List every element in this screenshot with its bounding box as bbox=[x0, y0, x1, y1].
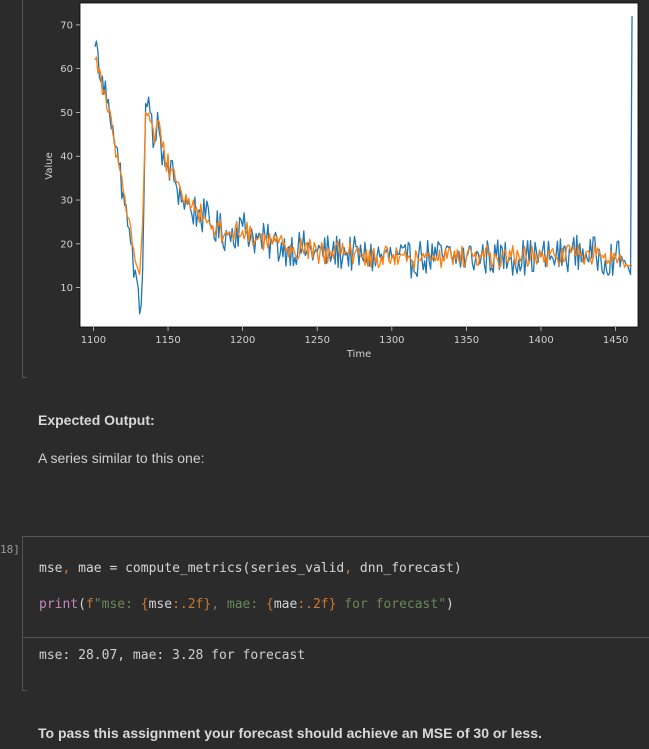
code-token: { bbox=[140, 597, 149, 612]
code-token: ( bbox=[78, 597, 86, 612]
y-tick-label: 50 bbox=[60, 108, 73, 119]
code-line-1: mse, mae = compute_metrics(series_valid,… bbox=[39, 561, 462, 576]
x-tick-label: 1100 bbox=[81, 335, 106, 346]
expected-output-text: A series similar to this one: bbox=[38, 450, 205, 466]
code-token: dnn_forecast bbox=[352, 561, 454, 576]
code-token: { bbox=[266, 597, 274, 612]
code-token: } bbox=[203, 597, 212, 612]
x-axis-label: Time bbox=[346, 349, 371, 360]
y-axis-label: Value bbox=[44, 152, 55, 179]
output-border bbox=[22, 638, 23, 690]
x-tick-label: 1150 bbox=[155, 335, 180, 346]
y-tick-label: 10 bbox=[60, 283, 73, 294]
code-token: :.2f bbox=[297, 597, 329, 612]
code-token: = bbox=[101, 561, 126, 576]
output-cell-border bbox=[22, 0, 23, 378]
code-token: compute_metrics bbox=[125, 561, 243, 576]
code-token: for forecast" bbox=[336, 597, 447, 612]
plot-output: 10 20 30 40 50 60 70 1100 1150 1200 1250 1300 1350 1… bbox=[0, 0, 649, 370]
code-token: mse bbox=[39, 561, 63, 576]
x-tick-label: 1350 bbox=[454, 335, 479, 346]
code-token: series_valid bbox=[250, 561, 345, 576]
x-tick-label: 1300 bbox=[379, 335, 404, 346]
code-token: ) bbox=[453, 561, 462, 576]
series-line-orange bbox=[94, 56, 633, 276]
time-series-chart: 10 20 30 40 50 60 70 1100 1150 1200 1250 1300 1350 1… bbox=[44, 2, 639, 360]
code-token: print bbox=[39, 597, 79, 612]
x-tick-label: 1450 bbox=[603, 335, 628, 346]
code-cell[interactable]: mse, mae = compute_metrics(series_valid,… bbox=[22, 536, 649, 638]
output-border-foot bbox=[22, 690, 27, 691]
plot-area bbox=[79, 2, 639, 328]
code-line-2: print(f"mse: {mse:.2f}, mae: {mae:.2f} f… bbox=[39, 597, 454, 612]
code-token: , mae: bbox=[211, 597, 267, 612]
code-token: mae bbox=[273, 597, 298, 612]
code-token: } bbox=[328, 597, 337, 612]
y-tick-label: 40 bbox=[60, 152, 73, 163]
code-token: , bbox=[62, 561, 71, 576]
code-token: "mse: bbox=[93, 597, 141, 612]
assignment-requirement-text: To pass this assignment your forecast sh… bbox=[38, 725, 542, 741]
cell-prompt: 18] bbox=[0, 543, 20, 556]
code-token: ( bbox=[242, 561, 251, 576]
y-tick-label: 60 bbox=[60, 64, 73, 75]
code-token: ) bbox=[446, 597, 454, 612]
y-tick-label: 30 bbox=[60, 196, 73, 207]
code-token: f bbox=[85, 597, 94, 612]
expected-output-heading: Expected Output: bbox=[38, 412, 155, 428]
x-tick-label: 1400 bbox=[528, 335, 553, 346]
code-token: mse bbox=[148, 597, 173, 612]
output-cell-border-foot bbox=[22, 377, 27, 378]
x-tick-label: 1250 bbox=[304, 335, 329, 346]
x-tick-label: 1200 bbox=[230, 335, 255, 346]
cell-output-text: mse: 28.07, mae: 3.28 for forecast bbox=[39, 648, 306, 663]
code-token: :.2f bbox=[172, 597, 204, 612]
series-line-blue bbox=[94, 16, 633, 315]
code-token: mae bbox=[70, 561, 102, 576]
y-tick-label: 20 bbox=[60, 239, 73, 250]
y-tick-label: 70 bbox=[60, 20, 73, 31]
code-token: , bbox=[344, 561, 353, 576]
